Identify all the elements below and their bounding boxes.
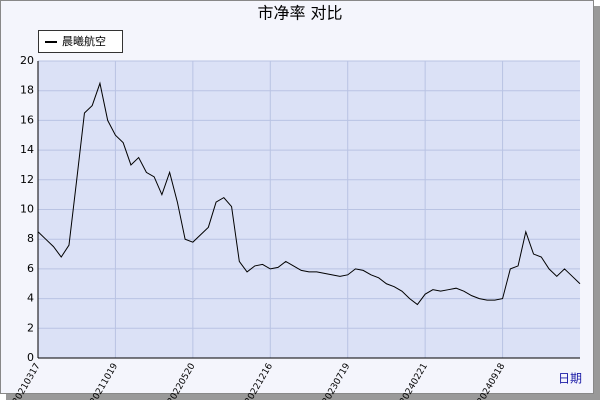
legend-label: 晨曦航空 (62, 34, 106, 48)
y-tick-label: 6 (27, 262, 34, 275)
series-line (37, 81, 581, 306)
y-tick-label: 0 (27, 351, 34, 364)
y-tick-label: 20 (20, 54, 34, 67)
shadow (6, 394, 600, 400)
y-tick-label: 18 (20, 84, 34, 97)
shadow (594, 6, 600, 400)
y-tick-label: 16 (20, 113, 34, 126)
y-tick-label: 2 (27, 321, 34, 334)
y-tick-label: 14 (20, 143, 34, 156)
y-tick-label: 4 (27, 292, 34, 305)
x-axis-label: 日期 (558, 372, 582, 386)
y-tick-label: 12 (20, 173, 34, 186)
legend-box (38, 30, 123, 53)
y-tick-label: 8 (27, 232, 34, 245)
chart-title: 市净率 对比 (257, 4, 342, 23)
y-tick-label: 10 (20, 203, 34, 216)
